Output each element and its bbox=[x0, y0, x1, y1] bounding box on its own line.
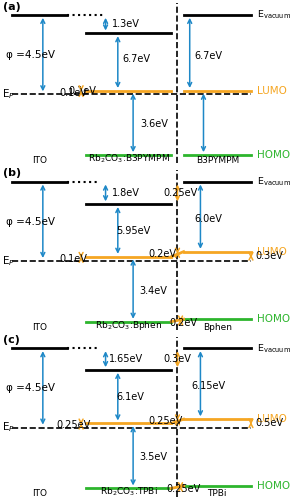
Text: TPBi: TPBi bbox=[207, 490, 227, 498]
Text: 6.0eV: 6.0eV bbox=[194, 214, 222, 224]
Text: φ =4.5eV: φ =4.5eV bbox=[6, 384, 55, 394]
Text: E$_F$: E$_F$ bbox=[2, 254, 14, 268]
Text: 6.7eV: 6.7eV bbox=[194, 51, 222, 61]
Text: HOMO: HOMO bbox=[257, 481, 290, 491]
Text: (a): (a) bbox=[3, 2, 21, 12]
Text: 0.2eV: 0.2eV bbox=[170, 318, 198, 328]
Text: 6.15eV: 6.15eV bbox=[191, 381, 226, 391]
Text: Bphen: Bphen bbox=[203, 322, 232, 332]
Text: LUMO: LUMO bbox=[257, 246, 287, 256]
Text: 6.1eV: 6.1eV bbox=[116, 392, 144, 402]
Text: 3.4eV: 3.4eV bbox=[139, 286, 167, 296]
Text: E$_F$: E$_F$ bbox=[2, 88, 14, 101]
Text: HOMO: HOMO bbox=[257, 314, 290, 324]
Text: E$_{\rm vacuum}$: E$_{\rm vacuum}$ bbox=[257, 8, 291, 21]
Text: 6.7eV: 6.7eV bbox=[122, 54, 151, 64]
Text: ITO: ITO bbox=[32, 322, 47, 332]
Text: LUMO: LUMO bbox=[257, 414, 287, 424]
Text: Rb$_2$CO$_3$:TPBi: Rb$_2$CO$_3$:TPBi bbox=[99, 486, 158, 498]
Text: 1.3eV: 1.3eV bbox=[112, 19, 140, 29]
Text: 1.8eV: 1.8eV bbox=[112, 188, 140, 198]
Text: ITO: ITO bbox=[32, 490, 47, 498]
Text: 0.3eV: 0.3eV bbox=[256, 252, 283, 262]
Text: 0.25eV: 0.25eV bbox=[57, 420, 91, 430]
Text: ITO: ITO bbox=[32, 156, 47, 165]
Text: 0.1eV: 0.1eV bbox=[60, 88, 88, 98]
Text: φ =4.5eV: φ =4.5eV bbox=[6, 216, 55, 226]
Text: 5.95eV: 5.95eV bbox=[116, 226, 151, 236]
Text: Rb$_2$CO$_3$:B3PYMPM: Rb$_2$CO$_3$:B3PYMPM bbox=[88, 152, 170, 165]
Text: E$_{\rm vacuum}$: E$_{\rm vacuum}$ bbox=[257, 176, 291, 188]
Text: (b): (b) bbox=[3, 168, 21, 178]
Text: E$_{\rm vacuum}$: E$_{\rm vacuum}$ bbox=[257, 342, 291, 354]
Text: 0.25eV: 0.25eV bbox=[148, 416, 183, 426]
Text: 3.5eV: 3.5eV bbox=[139, 452, 167, 462]
Text: 0.1eV: 0.1eV bbox=[69, 86, 97, 96]
Text: 0.5eV: 0.5eV bbox=[256, 418, 284, 428]
Text: 0.25eV: 0.25eV bbox=[167, 484, 201, 494]
Text: 1.65eV: 1.65eV bbox=[109, 354, 143, 364]
Text: 3.6eV: 3.6eV bbox=[141, 119, 169, 129]
Text: 0.2eV: 0.2eV bbox=[148, 250, 177, 260]
Text: 0.3eV: 0.3eV bbox=[164, 354, 192, 364]
Text: B3PYMPM: B3PYMPM bbox=[196, 156, 239, 165]
Text: E$_F$: E$_F$ bbox=[2, 420, 14, 434]
Text: 0.25eV: 0.25eV bbox=[164, 188, 198, 198]
Text: (c): (c) bbox=[3, 335, 20, 345]
Text: Rb$_2$CO$_3$:Bphen: Rb$_2$CO$_3$:Bphen bbox=[95, 318, 162, 332]
Text: HOMO: HOMO bbox=[257, 150, 290, 160]
Text: LUMO: LUMO bbox=[257, 86, 287, 96]
Text: φ =4.5eV: φ =4.5eV bbox=[6, 50, 55, 60]
Text: 0.1eV: 0.1eV bbox=[60, 254, 88, 264]
